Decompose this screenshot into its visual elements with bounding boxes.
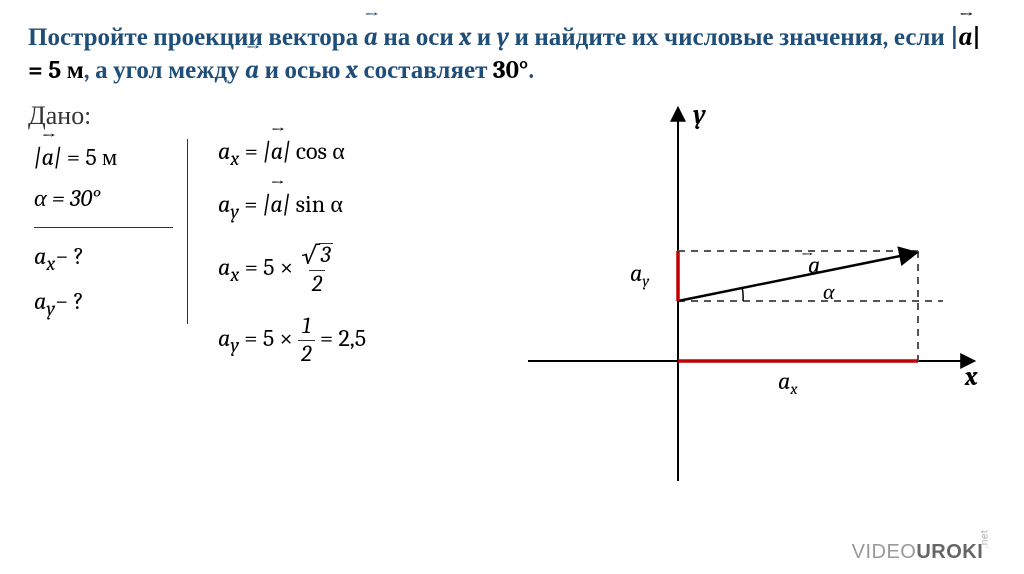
- title-part-10: .: [528, 56, 534, 85]
- watermark-part1: VIDEO: [852, 541, 917, 563]
- label-y: y: [692, 101, 706, 130]
- title-vec-a-1: →a: [364, 22, 378, 55]
- label-vec-a-arrow: →: [801, 246, 814, 264]
- title-vec-a-2: →a: [245, 55, 259, 88]
- given-divider: [34, 227, 173, 228]
- watermark-suffix: .net: [980, 530, 991, 549]
- vector-a: [678, 253, 915, 301]
- watermark-part2: UROKI: [916, 541, 983, 563]
- given-alpha: α = 30°: [34, 184, 173, 213]
- title-x2: x: [346, 56, 358, 85]
- title-angle: 30°: [493, 56, 528, 85]
- label-x: x: [964, 362, 978, 392]
- formula-ax: ax = |→a| cos α: [218, 137, 478, 170]
- label-ay: ay: [630, 259, 649, 290]
- title-part-4: и найдите их числовые значения, если |: [509, 23, 958, 52]
- title-x: x: [459, 23, 471, 52]
- problem-title: Постройте проекции вектора →a на оси x и…: [28, 22, 996, 87]
- title-y: y: [497, 23, 509, 52]
- solution-block: ax = |→a| cos α ay = |→a| sin α ax = 5 ×…: [218, 101, 478, 366]
- title-part-3: и: [471, 23, 496, 52]
- angle-arc: [742, 287, 743, 301]
- label-alpha: α: [823, 279, 835, 305]
- calc-ax: ax = 5 × √32: [218, 243, 478, 296]
- title-part-6: , а угол между: [84, 56, 245, 85]
- calc-ay: ay = 5 × 12 = 2,5: [218, 315, 478, 366]
- title-part-7: и осью: [259, 56, 346, 85]
- formula-ay: ay = |→a| sin α: [218, 190, 478, 223]
- given-magnitude: |→a| = 5 м: [34, 143, 173, 172]
- given-block: Дано: |→a| = 5 м α = 30° ax− ? ay− ?: [28, 101, 188, 324]
- vector-diagram: x y a → α ax ay: [508, 101, 988, 491]
- title-vec-a-abs: →a: [958, 22, 972, 55]
- given-ay-q: ay− ?: [34, 287, 173, 320]
- title-part-1: Постройте проекции вектора: [28, 23, 364, 52]
- title-part-8: составляет: [358, 56, 493, 85]
- given-body: |→a| = 5 м α = 30° ax− ? ay− ?: [28, 139, 188, 324]
- watermark: VIDEOUROKI.net: [852, 541, 1002, 564]
- title-part-2: на оси: [378, 23, 459, 52]
- given-ax-q: ax− ?: [34, 242, 173, 275]
- label-ax: ax: [778, 367, 798, 398]
